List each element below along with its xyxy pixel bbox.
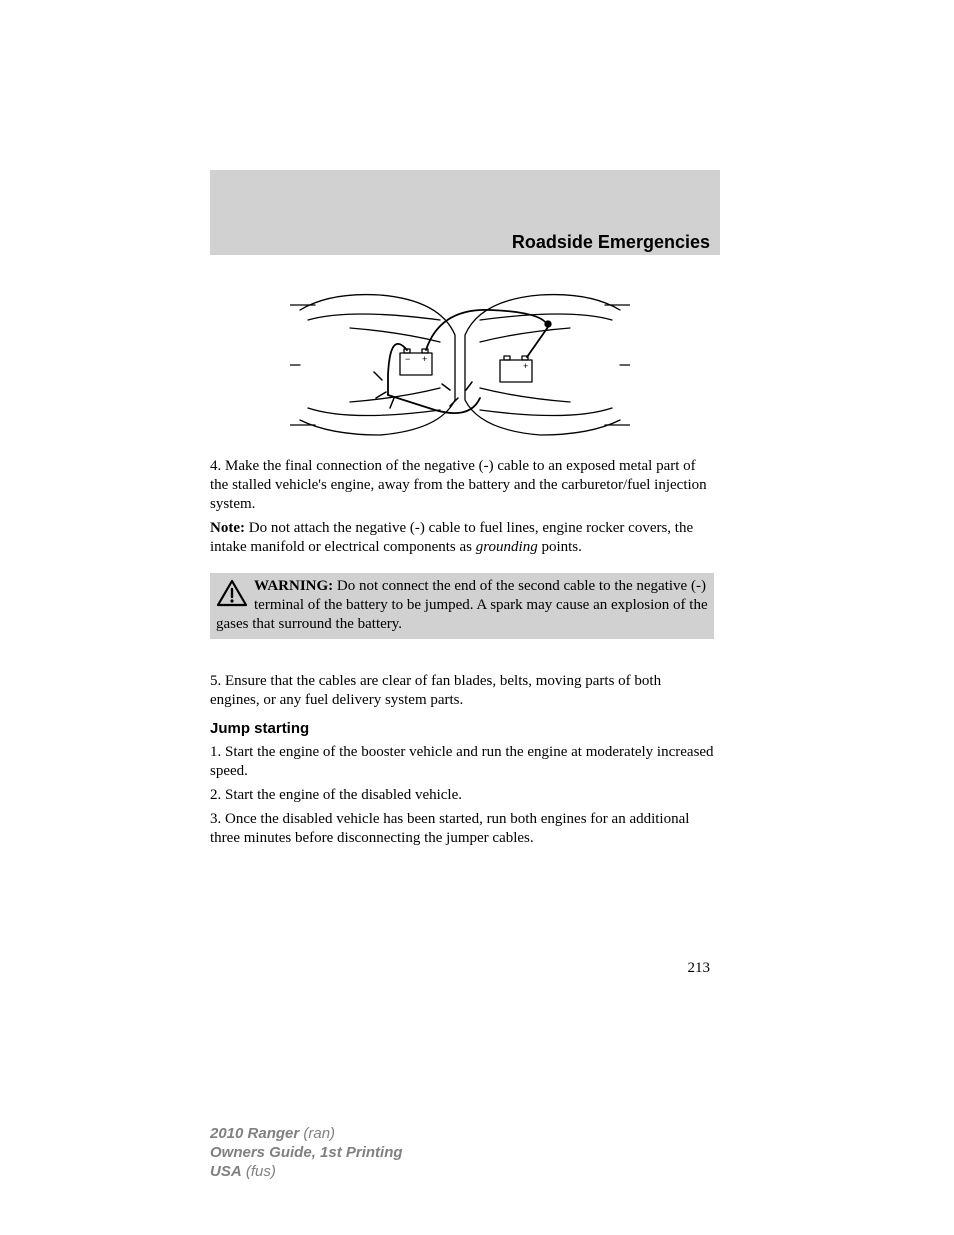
footer-line-1: 2010 Ranger (ran) [210,1125,403,1144]
note-italic: grounding [476,539,538,555]
step-4-text: 4. Make the final connection of the nega… [210,457,714,513]
footer-block: 2010 Ranger (ran) Owners Guide, 1st Prin… [210,1125,403,1181]
note-body-2: points. [538,539,582,555]
warning-label: WARNING: [254,578,333,594]
footer-line-2: Owners Guide, 1st Printing [210,1144,403,1163]
jump-step-1: 1. Start the engine of the booster vehic… [210,743,714,781]
warning-box: WARNING: Do not connect the end of the s… [210,573,714,639]
svg-text:+: + [422,354,427,364]
note-label: Note: [210,520,245,536]
footer-country-code: (fus) [242,1163,276,1180]
jump-step-2: 2. Start the engine of the disabled vehi… [210,786,714,805]
note-text: Note: Do not attach the negative (-) cab… [210,519,714,557]
footer-country: USA [210,1163,242,1180]
footer-model-code: (ran) [299,1125,335,1142]
jump-starting-subhead: Jump starting [210,720,309,737]
svg-text:−: − [405,354,410,364]
note-body-1: Do not attach the negative (-) cable to … [210,520,693,555]
footer-line-3: USA (fus) [210,1163,403,1182]
jumper-cable-diagram: − + + [290,280,630,450]
step-5-text: 5. Ensure that the cables are clear of f… [210,672,714,710]
section-title: Roadside Emergencies [210,232,710,253]
footer-model: 2010 Ranger [210,1125,299,1142]
jump-step-3: 3. Once the disabled vehicle has been st… [210,810,714,848]
warning-triangle-icon [216,579,248,607]
page-number: 213 [210,960,710,977]
svg-text:+: + [523,361,528,371]
